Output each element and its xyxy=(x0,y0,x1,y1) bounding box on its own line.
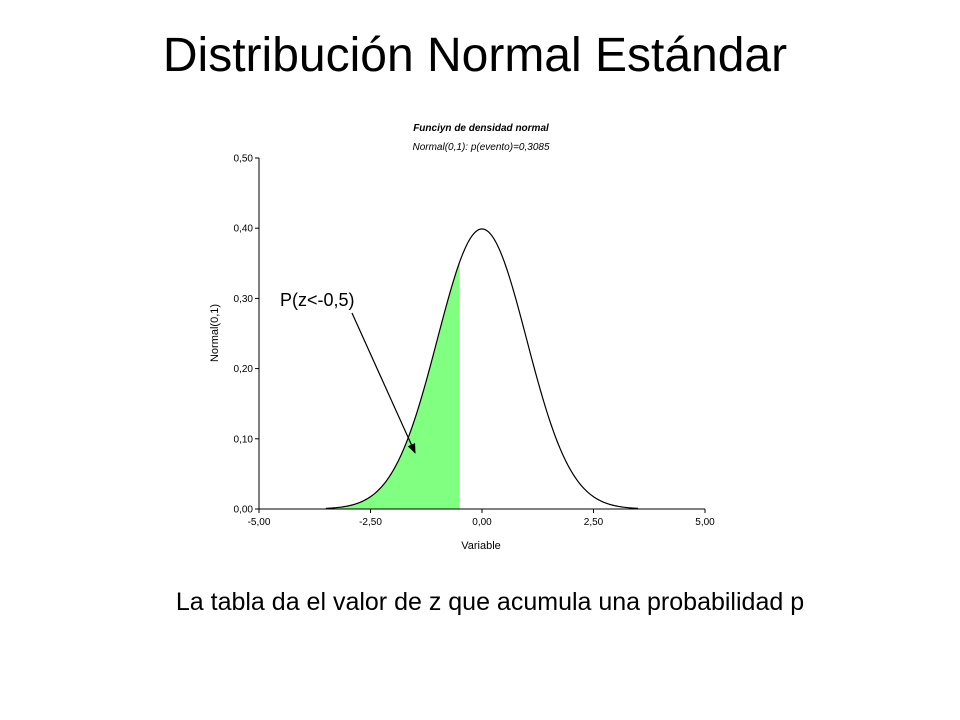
y-tick-label: 0,40 xyxy=(234,224,254,235)
y-tick-label: 0,50 xyxy=(234,154,254,165)
annotation-arrow xyxy=(351,312,416,454)
slide-caption: La tabla da el valor de z que acumula un… xyxy=(175,588,805,616)
x-tick-label: -2,50 xyxy=(359,517,382,528)
x-tick-label: 2,50 xyxy=(584,517,604,528)
chart-title: Funciyn de densidad normal xyxy=(413,123,549,134)
y-tick-label: 0,20 xyxy=(234,364,254,375)
y-tick-label: 0,10 xyxy=(234,434,254,445)
x-axis-ticks: -5,00 -2,50 0,00 2,50 5,00 xyxy=(248,509,715,528)
chart-subtitle: Normal(0,1): p(evento)=0,3085 xyxy=(412,142,549,153)
x-tick-label: 5,00 xyxy=(695,517,715,528)
y-axis-label: Normal(0,1) xyxy=(209,304,221,362)
y-tick-label: 0,30 xyxy=(234,294,254,305)
x-axis-label: Variable xyxy=(461,540,501,552)
annotation-label: P(z<-0,5) xyxy=(280,290,355,310)
y-axis-ticks: 0,00 0,10 0,20 0,30 0,40 0,50 xyxy=(234,154,259,516)
density-curve xyxy=(325,228,639,509)
shaded-probability-area xyxy=(325,261,460,509)
x-tick-label: -5,00 xyxy=(248,517,271,528)
y-tick-label: 0,00 xyxy=(234,505,254,516)
x-tick-label: 0,00 xyxy=(472,517,492,528)
slide-title: Distribución Normal Estándar xyxy=(162,29,788,82)
